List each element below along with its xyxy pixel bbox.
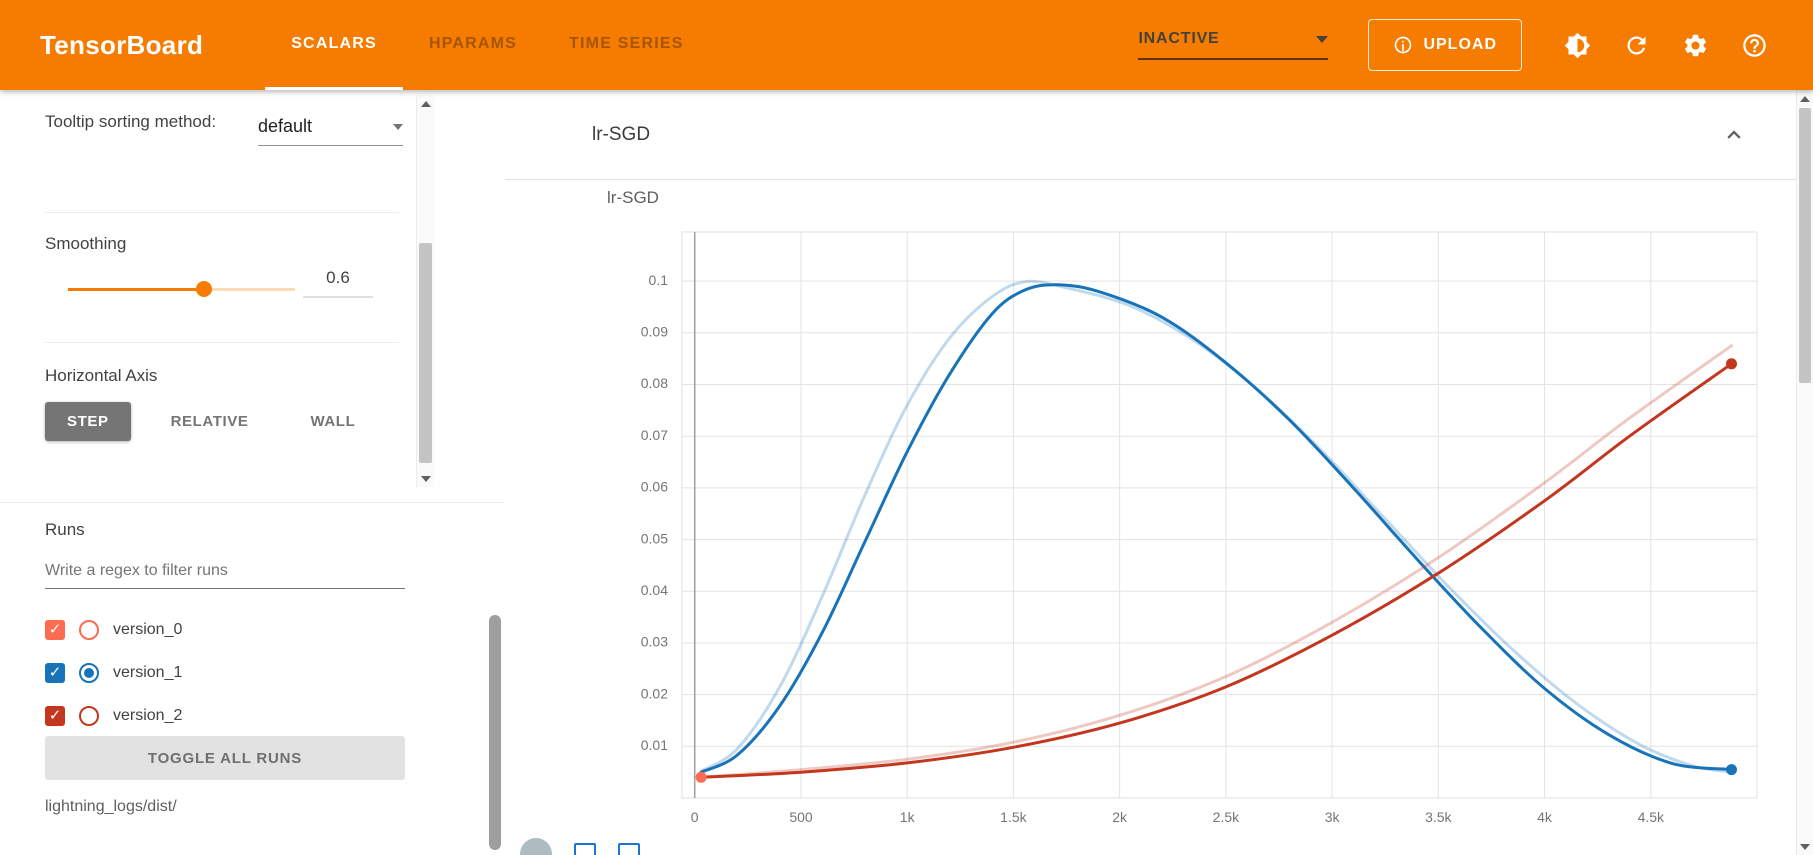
run-toggle-icon[interactable] [520,838,552,855]
svg-text:0.08: 0.08 [641,375,668,391]
settings-icon[interactable] [1682,32,1709,59]
upload-button[interactable]: UPLOAD [1368,19,1522,71]
header-controls: INACTIVE UPLOAD [1138,19,1813,71]
smoothing-value-input[interactable]: 0.6 [303,268,373,298]
sidebar-scrollbar[interactable] [416,95,434,487]
svg-text:0: 0 [691,809,699,825]
run-row-version-0[interactable]: version_0 [45,612,182,648]
svg-text:0.09: 0.09 [641,324,668,340]
smoothing-slider[interactable] [68,276,295,302]
divider [45,212,399,213]
svg-text:0.05: 0.05 [641,530,668,546]
run-name: version_0 [113,621,183,638]
chart-toolbar [520,838,640,855]
scroll-down-arrow-icon[interactable] [1797,838,1813,855]
svg-text:3k: 3k [1325,809,1341,825]
scrollbar-thumb[interactable] [1799,108,1811,383]
run-color-radio[interactable] [79,663,99,683]
run-checkbox[interactable] [45,663,65,683]
svg-text:2k: 2k [1112,809,1128,825]
axis-wall-button[interactable]: WALL [310,413,356,430]
chart-title: lr-SGD [607,188,659,207]
svg-text:1.5k: 1.5k [1000,809,1027,825]
run-row-version-1[interactable]: version_1 [45,655,182,691]
axis-relative-button[interactable]: RELATIVE [170,413,249,430]
divider [45,342,399,343]
horizontal-axis-toggle-group: STEP RELATIVE WALL [45,402,377,441]
page-scrollbar[interactable] [1796,90,1813,855]
category-title: lr-SGD [592,123,651,145]
main-content: lr-SGD lr-SGD 0.01 0.02 0.03 0.04 0.05 0.06 0.… [505,90,1796,855]
tab-hparams[interactable]: HPARAMS [428,34,518,52]
tooltip-sorting-value: default [258,116,313,136]
brightness-icon[interactable] [1564,32,1591,59]
svg-text:4.5k: 4.5k [1638,809,1665,825]
app-header: TensorBoard SCALARS HPARAMS TIME SERIES … [0,0,1813,90]
smoothing-label: Smoothing [45,234,127,253]
run-checkbox[interactable] [45,620,65,640]
run-name: version_1 [113,664,183,681]
svg-text:0.04: 0.04 [641,582,668,598]
upload-button-label: UPLOAD [1423,36,1497,53]
scalar-line-chart[interactable]: 0.01 0.02 0.03 0.04 0.05 0.06 0.07 0.08 0.09 0.1 0… [540,230,1780,830]
svg-text:0.02: 0.02 [641,685,668,701]
log-directory-label: lightning_logs/dist/ [45,798,177,815]
svg-text:4k: 4k [1537,809,1553,825]
status-dropdown[interactable]: INACTIVE [1138,30,1329,60]
tooltip-sorting-label: Tooltip sorting method: [45,112,217,131]
tab-time-series[interactable]: TIME SERIES [569,34,684,52]
runs-filter-input[interactable] [45,558,405,589]
chevron-up-icon[interactable] [1720,121,1748,149]
axis-step-button[interactable]: STEP [45,402,131,441]
header-icon-group [1564,32,1768,59]
slider-fill [68,288,205,291]
help-icon[interactable] [1741,32,1768,59]
app-title: TensorBoard [40,29,204,60]
chevron-down-icon [393,123,403,130]
info-icon [1395,36,1412,54]
divider [0,502,505,503]
svg-text:2.5k: 2.5k [1213,809,1240,825]
toggle-all-runs-button[interactable]: TOGGLE ALL RUNS [45,736,405,780]
svg-text:500: 500 [789,809,813,825]
tooltip-sorting-dropdown[interactable]: default [258,116,403,146]
run-color-radio[interactable] [79,706,99,726]
svg-text:3.5k: 3.5k [1425,809,1452,825]
svg-text:0.1: 0.1 [649,272,669,288]
svg-text:0.06: 0.06 [641,479,668,495]
nav-tabs: SCALARS HPARAMS TIME SERIES [265,0,709,90]
horizontal-axis-label: Horizontal Axis [45,366,158,385]
expand-chart-icon[interactable] [574,843,596,855]
slider-thumb[interactable] [196,281,213,297]
svg-text:0.01: 0.01 [641,737,668,753]
run-name: version_2 [113,707,183,724]
refresh-icon[interactable] [1623,32,1650,59]
run-row-version-2[interactable]: version_2 [45,698,182,734]
scrollbar-thumb[interactable] [419,243,432,463]
status-dropdown-value: INACTIVE [1138,30,1220,47]
runs-section-label: Runs [45,520,85,539]
run-checkbox[interactable] [45,706,65,726]
scroll-down-arrow-icon[interactable] [417,470,434,487]
run-color-radio[interactable] [79,620,99,640]
scroll-up-arrow-icon[interactable] [417,95,434,112]
svg-text:0.03: 0.03 [641,634,668,650]
fit-domain-icon[interactable] [618,843,640,855]
chevron-down-icon [1316,35,1329,43]
tab-scalars[interactable]: SCALARS [265,0,403,90]
settings-sidebar: Tooltip sorting method: default Smoothin… [0,90,505,855]
svg-text:1k: 1k [900,809,916,825]
scroll-up-arrow-icon[interactable] [1797,90,1813,107]
runs-scrollbar-thumb[interactable] [489,615,501,850]
category-header[interactable]: lr-SGD [505,90,1796,180]
svg-text:0.07: 0.07 [641,427,668,443]
